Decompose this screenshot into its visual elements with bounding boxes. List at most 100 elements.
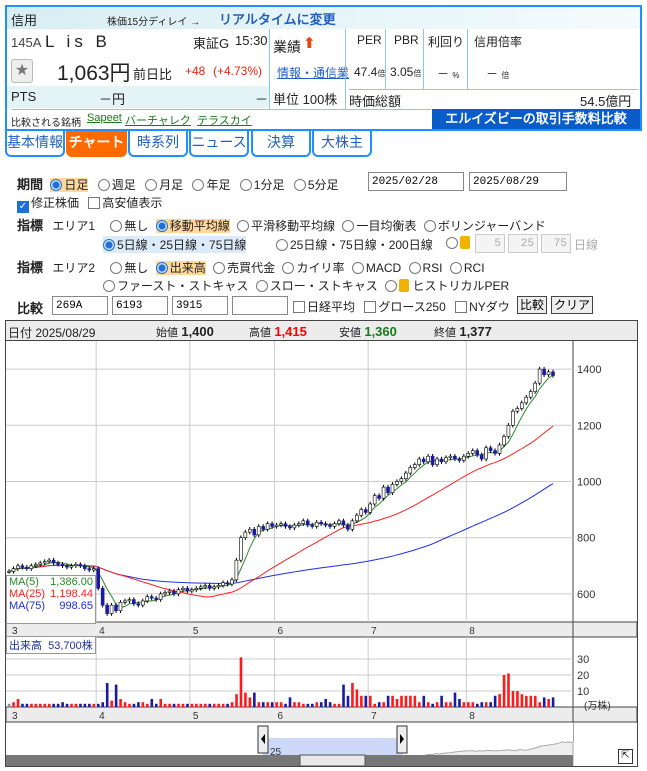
candle xyxy=(181,587,185,590)
volume-bar xyxy=(440,695,443,707)
area1-ma[interactable]: 移動平均線 xyxy=(155,219,230,233)
ma-set-25-75-200[interactable]: 25日線・75日線・200日線 xyxy=(276,236,433,253)
period-daily[interactable]: 日足 xyxy=(50,178,89,192)
candle xyxy=(421,458,426,463)
volume-bar xyxy=(203,703,207,707)
period-monthly[interactable]: 月足 xyxy=(145,178,183,192)
volume-bar xyxy=(422,695,426,707)
compare-button[interactable]: 比較 xyxy=(517,296,548,314)
period-yearly[interactable]: 年足 xyxy=(192,178,230,192)
volume-bar xyxy=(181,703,185,707)
volume-bar xyxy=(96,703,100,707)
commission-compare-banner[interactable]: エルイズビーの取引手数料比較 xyxy=(432,109,640,129)
tab-time-series[interactable]: 時系列 xyxy=(128,131,188,157)
tab-earnings[interactable]: 決算 xyxy=(251,131,311,157)
volume-bar xyxy=(39,703,42,707)
area2-rci[interactable]: RCI xyxy=(449,261,485,275)
header-top-bar: 信用 株価15分ディレイ → リアルタイムに変更 xyxy=(7,7,640,29)
scrollbar-thumb xyxy=(299,754,366,766)
area2-fast-stoch[interactable]: ファースト・ストキャス xyxy=(103,279,248,293)
candle xyxy=(194,587,199,590)
area2-row2: ファースト・ストキャス スロー・ストキャス ヒストリカルPER xyxy=(103,277,509,294)
volume-bar xyxy=(333,703,336,707)
tab-news[interactable]: ニュース xyxy=(189,131,249,157)
compare-link[interactable]: Sapeet xyxy=(87,112,122,124)
sector-link[interactable]: 情報・通信業 xyxy=(277,66,350,80)
volume-bar xyxy=(261,702,265,707)
volume-bar xyxy=(435,702,439,707)
compare-code-2[interactable] xyxy=(112,296,168,315)
candle xyxy=(185,587,190,592)
clear-button[interactable]: クリア xyxy=(551,296,594,314)
candle xyxy=(337,520,341,524)
ohlc-bar: 日付 2025/08/29 始値 1,400 高値 1,415 安値 1,360… xyxy=(6,321,637,341)
favorite-star-icon[interactable]: ★ xyxy=(11,59,33,83)
area1-none[interactable]: 無し xyxy=(110,219,148,233)
volume-bar xyxy=(150,699,154,707)
period-weekly[interactable]: 週足 xyxy=(97,178,136,192)
candle xyxy=(78,564,83,567)
chart-canvas[interactable]: 3 3 4 4 5 5 6 6 7 7 8 8 600 800 1000 1200 1400 10 20 30 xyxy=(6,341,637,766)
volume-bar xyxy=(364,695,368,707)
area1-smoothed-ma[interactable]: 平滑移動平均線 xyxy=(237,219,335,233)
growth250-checkbox[interactable]: グロース250 xyxy=(364,300,446,314)
period-5min[interactable]: 5分足 xyxy=(293,178,339,192)
compare-label: 比較される銘柄 xyxy=(11,118,81,129)
candle xyxy=(332,523,337,527)
candle xyxy=(172,590,176,595)
volume-bar xyxy=(288,697,292,707)
ma-set-5-25-75[interactable]: 5日線・25日線・75日線 xyxy=(103,236,247,253)
adjusted-price-checkbox[interactable]: ✓ 修正株価 xyxy=(17,196,80,213)
volume-bar xyxy=(119,699,122,707)
area2-none[interactable]: 無し xyxy=(110,261,148,275)
candle xyxy=(109,604,114,614)
tab-basic-info[interactable]: 基本情報 xyxy=(5,131,65,157)
y-tick-label: 600 xyxy=(577,589,595,601)
area1-ichimoku[interactable]: 一目均衡表 xyxy=(342,219,416,233)
compare-link[interactable]: バーチャレク xyxy=(125,115,191,127)
volume-bar xyxy=(507,673,510,707)
nikkei-checkbox[interactable]: 日経平均 xyxy=(293,300,355,314)
volume-bar xyxy=(475,703,479,707)
date-from-input[interactable] xyxy=(368,172,464,191)
area2-deviation[interactable]: カイリ率 xyxy=(282,261,344,275)
expand-icon[interactable]: ⇱ xyxy=(618,749,633,764)
volume-bar xyxy=(284,703,287,707)
area2-macd[interactable]: MACD xyxy=(351,261,401,275)
area2-rsi[interactable]: RSI xyxy=(408,261,443,275)
compare-code-3[interactable] xyxy=(172,296,228,315)
area2-slow-stoch[interactable]: スロー・ストキャス xyxy=(255,279,378,293)
compare-link[interactable]: テラスカイ xyxy=(197,115,252,127)
candle xyxy=(328,524,332,527)
hilo-checkbox[interactable]: 高安値表示 xyxy=(88,196,162,210)
realtime-link[interactable]: リアルタイムに変更 xyxy=(219,12,336,27)
nydow-checkbox[interactable]: NYダウ xyxy=(455,300,510,314)
compare-code-4[interactable] xyxy=(232,296,288,315)
candle xyxy=(310,524,315,527)
divider xyxy=(345,29,346,109)
volume-bar xyxy=(132,703,136,707)
candle xyxy=(212,586,216,589)
area2-volume[interactable]: 出来高 xyxy=(155,261,206,275)
volume-bar xyxy=(386,695,390,707)
candle xyxy=(506,425,511,437)
area2-hist-per[interactable]: ヒストリカルPER xyxy=(385,279,509,293)
area1-bollinger[interactable]: ボリンジャーバンド xyxy=(423,219,546,233)
volume-bar xyxy=(315,702,319,707)
candle xyxy=(243,531,248,539)
ma5-legend: MA(5) 1,386.00 xyxy=(9,576,93,588)
per-value: 47.4倍 xyxy=(354,65,386,79)
tab-chart[interactable]: チャート xyxy=(66,131,127,157)
earnings-label: 業績 xyxy=(273,39,301,55)
volume-bar xyxy=(177,703,180,707)
date-to-input[interactable] xyxy=(469,172,567,191)
compare-code-1[interactable] xyxy=(52,296,108,315)
tab-shareholders[interactable]: 大株主 xyxy=(312,131,372,157)
candle xyxy=(123,600,127,603)
area2-turnover[interactable]: 売買代金 xyxy=(213,261,275,275)
period-1min[interactable]: 1分足 xyxy=(239,178,284,192)
volume-bar xyxy=(355,689,359,707)
volume-bar xyxy=(471,702,475,707)
volume-bar xyxy=(154,703,158,707)
ma-set-custom[interactable] xyxy=(446,236,470,250)
